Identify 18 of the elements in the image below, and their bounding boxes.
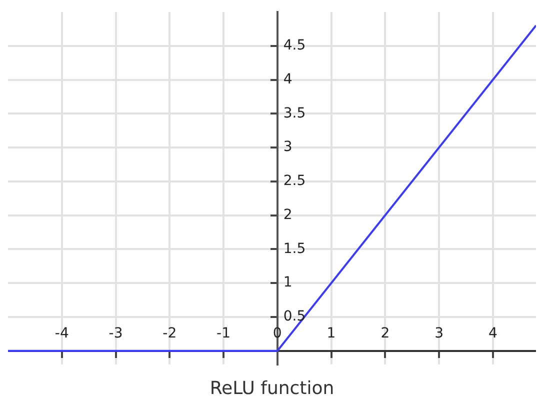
y-tick-label: 0.5 <box>283 308 306 325</box>
y-tick-label: 1.5 <box>283 240 306 257</box>
x-tick-label: -1 <box>216 325 230 342</box>
y-tick-label: 3 <box>283 139 292 156</box>
x-tick-label: 4 <box>488 325 498 342</box>
x-tick-label: 1 <box>326 325 336 342</box>
y-tick-label: 3.5 <box>283 105 306 122</box>
x-tick-label: -3 <box>108 325 123 342</box>
x-tick-label: -2 <box>162 325 177 342</box>
text: ReLU function <box>210 378 334 399</box>
y-tick-label: 4.5 <box>283 38 306 54</box>
y-tick-label: 2.5 <box>283 173 306 190</box>
y-tick-label: 4 <box>283 71 292 88</box>
x-tick-label: 2 <box>380 325 390 342</box>
y-tick-label: 2 <box>283 206 292 223</box>
x-tick-label: -4 <box>54 325 69 342</box>
y-tick-label: 1 <box>283 274 292 291</box>
x-tick-label: 3 <box>434 325 444 342</box>
